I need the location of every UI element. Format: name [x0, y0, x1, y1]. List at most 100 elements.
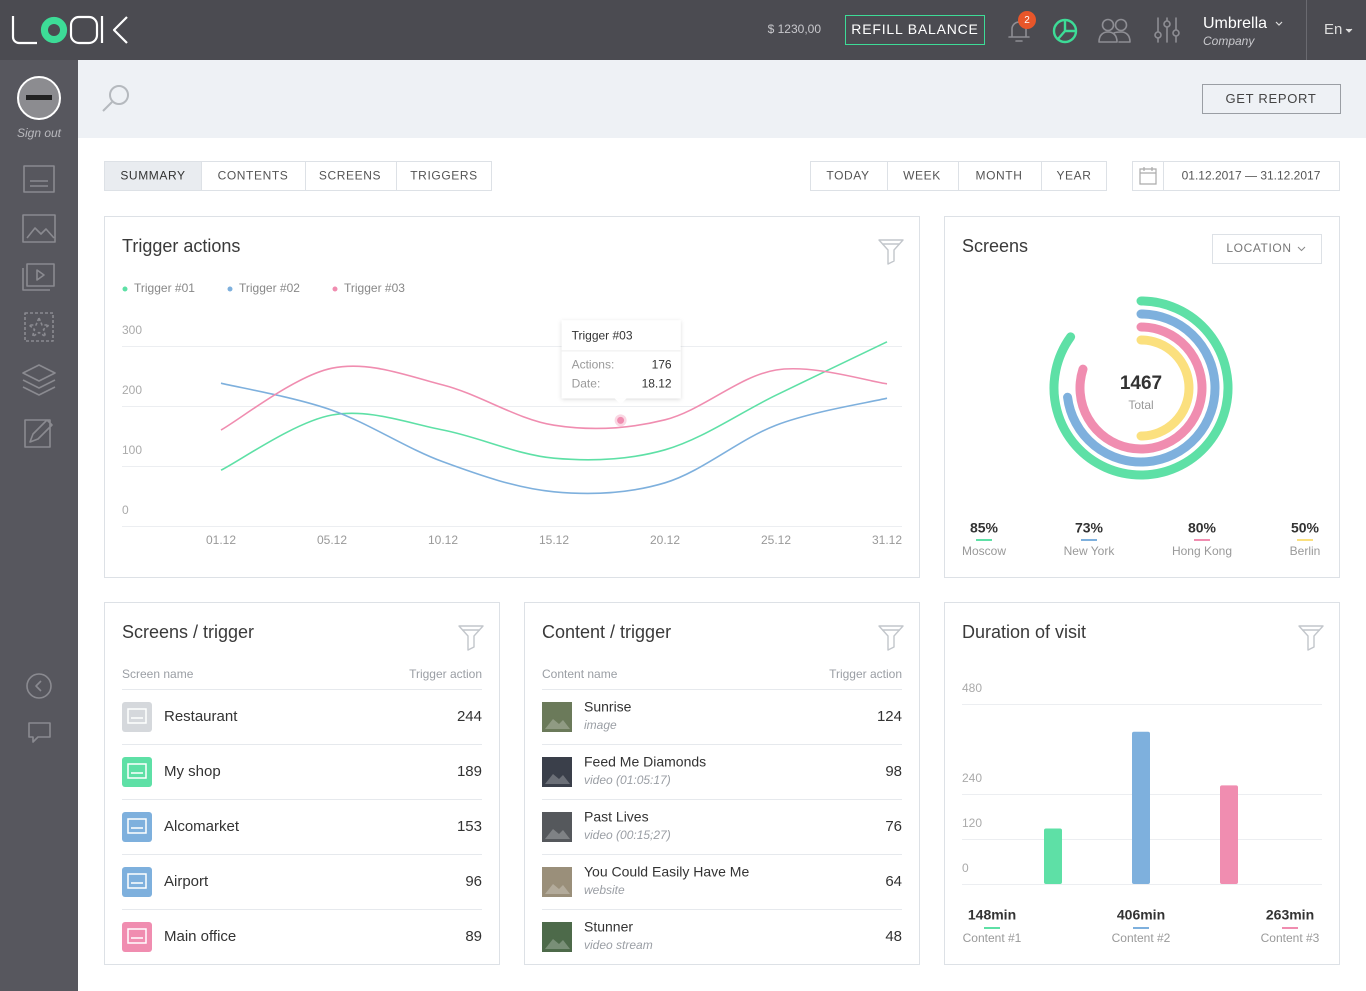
card-title: Screens	[962, 236, 1028, 256]
user-role: Company	[1203, 34, 1255, 48]
screens-card	[944, 216, 1340, 578]
screen-icon	[122, 867, 152, 897]
filter-icon[interactable]	[1298, 625, 1324, 651]
period[interactable]: WEEK	[903, 169, 941, 183]
category-label: New York	[1064, 544, 1116, 558]
row-name[interactable]: Past Lives	[584, 809, 649, 825]
dropdown-caret[interactable]	[1297, 246, 1306, 252]
search-icon[interactable]	[102, 85, 129, 112]
row-name[interactable]: Stunner	[584, 919, 633, 935]
legend-marker	[332, 286, 338, 292]
tooltip-title: Trigger #03	[572, 329, 633, 343]
legend-label[interactable]: Trigger #03	[344, 281, 405, 295]
location-dropdown[interactable]	[1212, 234, 1322, 264]
row-kind: video (00:15;27)	[584, 828, 671, 842]
collapse-button[interactable]	[26, 673, 52, 699]
card-title: Duration of visit	[962, 622, 1086, 642]
nav-videos[interactable]	[22, 263, 55, 291]
y-tick-label: 300	[122, 323, 142, 337]
slider-knob	[1154, 31, 1162, 39]
settings-icon[interactable]	[1154, 17, 1180, 43]
row-name[interactable]: Airport	[164, 873, 209, 890]
refill-button[interactable]	[845, 15, 985, 45]
category-label: Moscow	[962, 544, 1006, 558]
legend-label[interactable]: Trigger #01	[134, 281, 195, 295]
users-icon[interactable]	[1098, 18, 1131, 43]
card-title: Trigger actions	[122, 236, 240, 256]
date-range[interactable]: 01.12.2017 — 31.12.2017	[1182, 169, 1321, 183]
sidebar-nav	[22, 165, 56, 743]
logo-o2	[69, 15, 99, 45]
x-tick-label: 20.12	[650, 533, 680, 547]
location-dropdown-label[interactable]: LOCATION	[1226, 241, 1291, 255]
collapse-arrow	[35, 680, 42, 692]
tab-group	[104, 161, 492, 191]
user-caret[interactable]	[1275, 21, 1283, 26]
row-name[interactable]: My shop	[164, 763, 221, 780]
date-picker[interactable]	[1132, 161, 1340, 191]
row-name[interactable]: Feed Me Diamonds	[584, 754, 706, 770]
row-name[interactable]: Sunrise	[584, 699, 632, 715]
filter-icon[interactable]	[878, 239, 904, 265]
thumbnail	[542, 812, 572, 842]
period[interactable]: TODAY	[826, 169, 869, 183]
nav-favorites[interactable]	[24, 312, 54, 342]
card-title: Screens / trigger	[122, 622, 254, 642]
report-button-label[interactable]: GET REPORT	[1225, 91, 1316, 106]
row-value: 64	[885, 873, 902, 890]
search-bar	[78, 60, 1366, 138]
x-tick-label: 05.12	[317, 533, 347, 547]
category-label: Hong Kong	[1172, 544, 1232, 558]
language-caret[interactable]	[1345, 28, 1353, 33]
row-name[interactable]: Restaurant	[164, 708, 238, 725]
filter-icon[interactable]	[878, 625, 904, 651]
tab[interactable]: SUMMARY	[120, 169, 185, 183]
ring-arc	[1049, 296, 1233, 480]
screen-icon	[122, 922, 152, 952]
nav-images[interactable]	[22, 214, 56, 243]
value-label: 148min	[968, 907, 1016, 923]
sign-out[interactable]: Sign out	[17, 126, 62, 140]
stats-icon[interactable]	[1052, 18, 1078, 44]
language[interactable]: En	[1324, 21, 1342, 38]
column-header: Screen name	[122, 667, 194, 681]
tab[interactable]: SCREENS	[319, 169, 381, 183]
row-name[interactable]: Main office	[164, 928, 236, 945]
row-name[interactable]: Alcomarket	[164, 818, 240, 835]
filter-icon[interactable]	[458, 625, 484, 651]
tab[interactable]: CONTENTS	[218, 169, 289, 183]
calendar-icon[interactable]	[1139, 167, 1157, 185]
y-tick-label: 120	[962, 816, 982, 830]
legend-label[interactable]: Trigger #02	[239, 281, 300, 295]
period-group	[810, 161, 1107, 191]
y-tick-label: 480	[962, 681, 982, 695]
thumbnail	[542, 867, 572, 897]
value-label: 263min	[1266, 907, 1314, 923]
report-button[interactable]	[1202, 84, 1341, 114]
nav-screens[interactable]	[23, 165, 55, 193]
thumbnail-detail	[545, 774, 570, 784]
row-kind: video (01:05:17)	[584, 773, 671, 787]
column-header: Content name	[542, 667, 618, 681]
highlight-point	[617, 416, 625, 424]
logo[interactable]	[11, 15, 128, 45]
logo-o-inner	[48, 24, 60, 36]
row-name[interactable]: You Could Easily Have Me	[584, 864, 749, 880]
row-kind: website	[584, 883, 625, 897]
nav-layers[interactable]	[22, 364, 56, 396]
user-name[interactable]: Umbrella	[1203, 15, 1267, 32]
refill-button-label[interactable]: REFILL BALANCE	[851, 21, 978, 37]
nav-editor[interactable]	[24, 419, 53, 448]
period[interactable]: YEAR	[1056, 169, 1091, 183]
chat-button[interactable]	[28, 722, 51, 743]
period[interactable]: MONTH	[976, 169, 1023, 183]
value-label: 80%	[1188, 520, 1217, 536]
column-header: Trigger action	[409, 667, 482, 681]
row-value: 244	[457, 708, 482, 725]
x-tick-label: 10.12	[428, 533, 458, 547]
ring-arc	[1063, 309, 1220, 467]
tooltip-label: Date:	[572, 377, 601, 391]
content-trigger-card	[524, 602, 920, 965]
category-label: Content #3	[1261, 931, 1320, 945]
tab[interactable]: TRIGGERS	[410, 169, 477, 183]
